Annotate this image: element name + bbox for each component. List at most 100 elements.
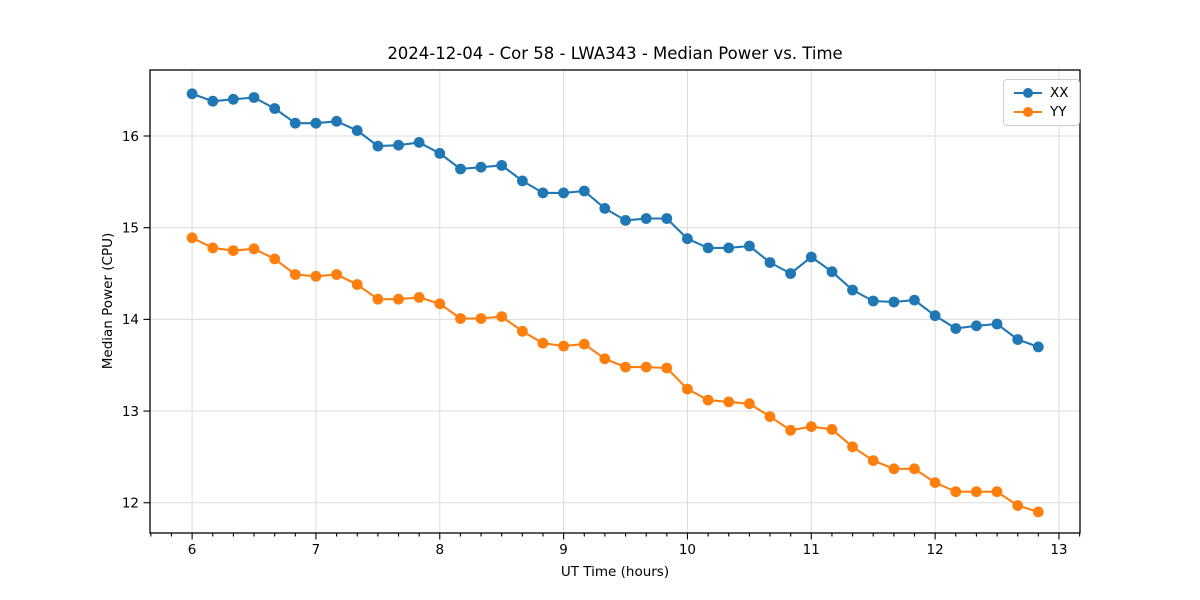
data-point: [372, 293, 384, 305]
data-point: [537, 337, 549, 349]
data-point: [640, 213, 652, 224]
data-point: [248, 92, 260, 103]
x-tick-label: 10: [679, 542, 696, 558]
x-tick-label: 9: [559, 542, 568, 558]
plot-border: [149, 69, 1081, 534]
data-point: [620, 215, 631, 226]
tick-marks: [143, 135, 1081, 540]
data-point: [702, 242, 714, 254]
data-point: [578, 185, 590, 197]
data-point: [929, 477, 941, 488]
data-point: [558, 187, 569, 199]
data-point: [289, 269, 301, 280]
legend-line-marker-icon: [1014, 107, 1042, 117]
y-tick-label: 15: [122, 220, 139, 236]
data-point: [661, 362, 673, 374]
x-axis-label: UT Time (hours): [560, 564, 670, 580]
data-point: [475, 161, 487, 173]
data-point: [888, 463, 900, 475]
data-point: [455, 313, 466, 324]
data-point: [413, 292, 425, 303]
data-point: [826, 266, 838, 278]
data-point: [867, 455, 879, 466]
y-axis-label: Median Power (CPU): [100, 232, 116, 370]
data-point: [331, 269, 342, 280]
legend-item-yy: YY: [1013, 104, 1069, 120]
data-point: [517, 175, 528, 187]
data-point: [682, 383, 693, 395]
data-point: [744, 398, 755, 410]
data-point: [331, 115, 342, 127]
data-point: [785, 268, 796, 279]
data-point: [620, 361, 631, 373]
data-point: [455, 163, 466, 175]
data-point: [640, 361, 652, 373]
y-tick-label: 13: [122, 404, 139, 420]
data-point: [289, 117, 301, 129]
data-point: [1032, 341, 1044, 353]
data-point: [496, 160, 508, 171]
chart-title: 2024-12-04 - Cor 58 - LWA343 - Median Po…: [387, 44, 843, 63]
legend: XX YY: [1003, 79, 1080, 126]
data-point: [785, 424, 796, 436]
series-xx-points: [186, 88, 1044, 353]
data-point: [950, 486, 962, 498]
data-point: [1032, 506, 1044, 518]
data-point: [764, 411, 776, 422]
legend-label-xx: XX: [1050, 85, 1069, 101]
data-point: [909, 294, 920, 306]
data-point: [661, 213, 673, 224]
legend-label-yy: YY: [1050, 104, 1067, 120]
data-point: [558, 340, 569, 352]
x-tick-label: 8: [435, 542, 444, 558]
data-point: [971, 486, 982, 498]
data-point: [310, 270, 322, 282]
data-point: [269, 253, 281, 265]
data-point: [929, 310, 941, 322]
data-point: [310, 117, 322, 129]
data-point: [826, 424, 838, 435]
data-point: [393, 139, 404, 151]
data-point: [847, 284, 858, 296]
data-point: [847, 441, 858, 453]
data-point: [434, 148, 446, 159]
data-point: [991, 318, 1003, 330]
data-point: [186, 88, 198, 100]
data-point: [393, 293, 404, 305]
data-point: [227, 245, 239, 256]
tick-labels: 6 7 8 9 10 11 12 13 12 13 14 15 16: [122, 129, 1068, 558]
data-point: [434, 298, 446, 310]
data-point: [413, 137, 425, 148]
data-point: [744, 240, 755, 252]
x-tick-label: 11: [803, 542, 820, 558]
x-tick-label: 13: [1050, 542, 1067, 558]
legend-line-marker-icon: [1014, 88, 1042, 98]
legend-item-xx: XX: [1013, 85, 1069, 101]
data-point: [537, 187, 549, 199]
series-yy-points: [186, 232, 1044, 518]
grid-layer: [150, 70, 1080, 533]
x-tick-label: 7: [312, 542, 321, 558]
data-point: [723, 242, 735, 254]
data-point: [269, 103, 281, 114]
data-point: [971, 320, 982, 332]
data-point: [867, 295, 879, 307]
data-point: [186, 232, 198, 244]
data-point: [991, 486, 1003, 498]
data-point: [227, 93, 239, 105]
data-point: [599, 203, 611, 214]
data-point: [351, 279, 363, 290]
data-point: [372, 140, 384, 152]
x-tick-label: 6: [188, 542, 197, 558]
data-point: [248, 243, 260, 255]
y-tick-label: 12: [122, 496, 139, 512]
data-point: [702, 394, 714, 406]
data-point: [475, 313, 487, 324]
x-tick-label: 12: [927, 542, 944, 558]
data-point: [909, 463, 920, 475]
data-point: [578, 338, 590, 350]
data-point: [682, 233, 693, 245]
data-point: [517, 325, 528, 337]
